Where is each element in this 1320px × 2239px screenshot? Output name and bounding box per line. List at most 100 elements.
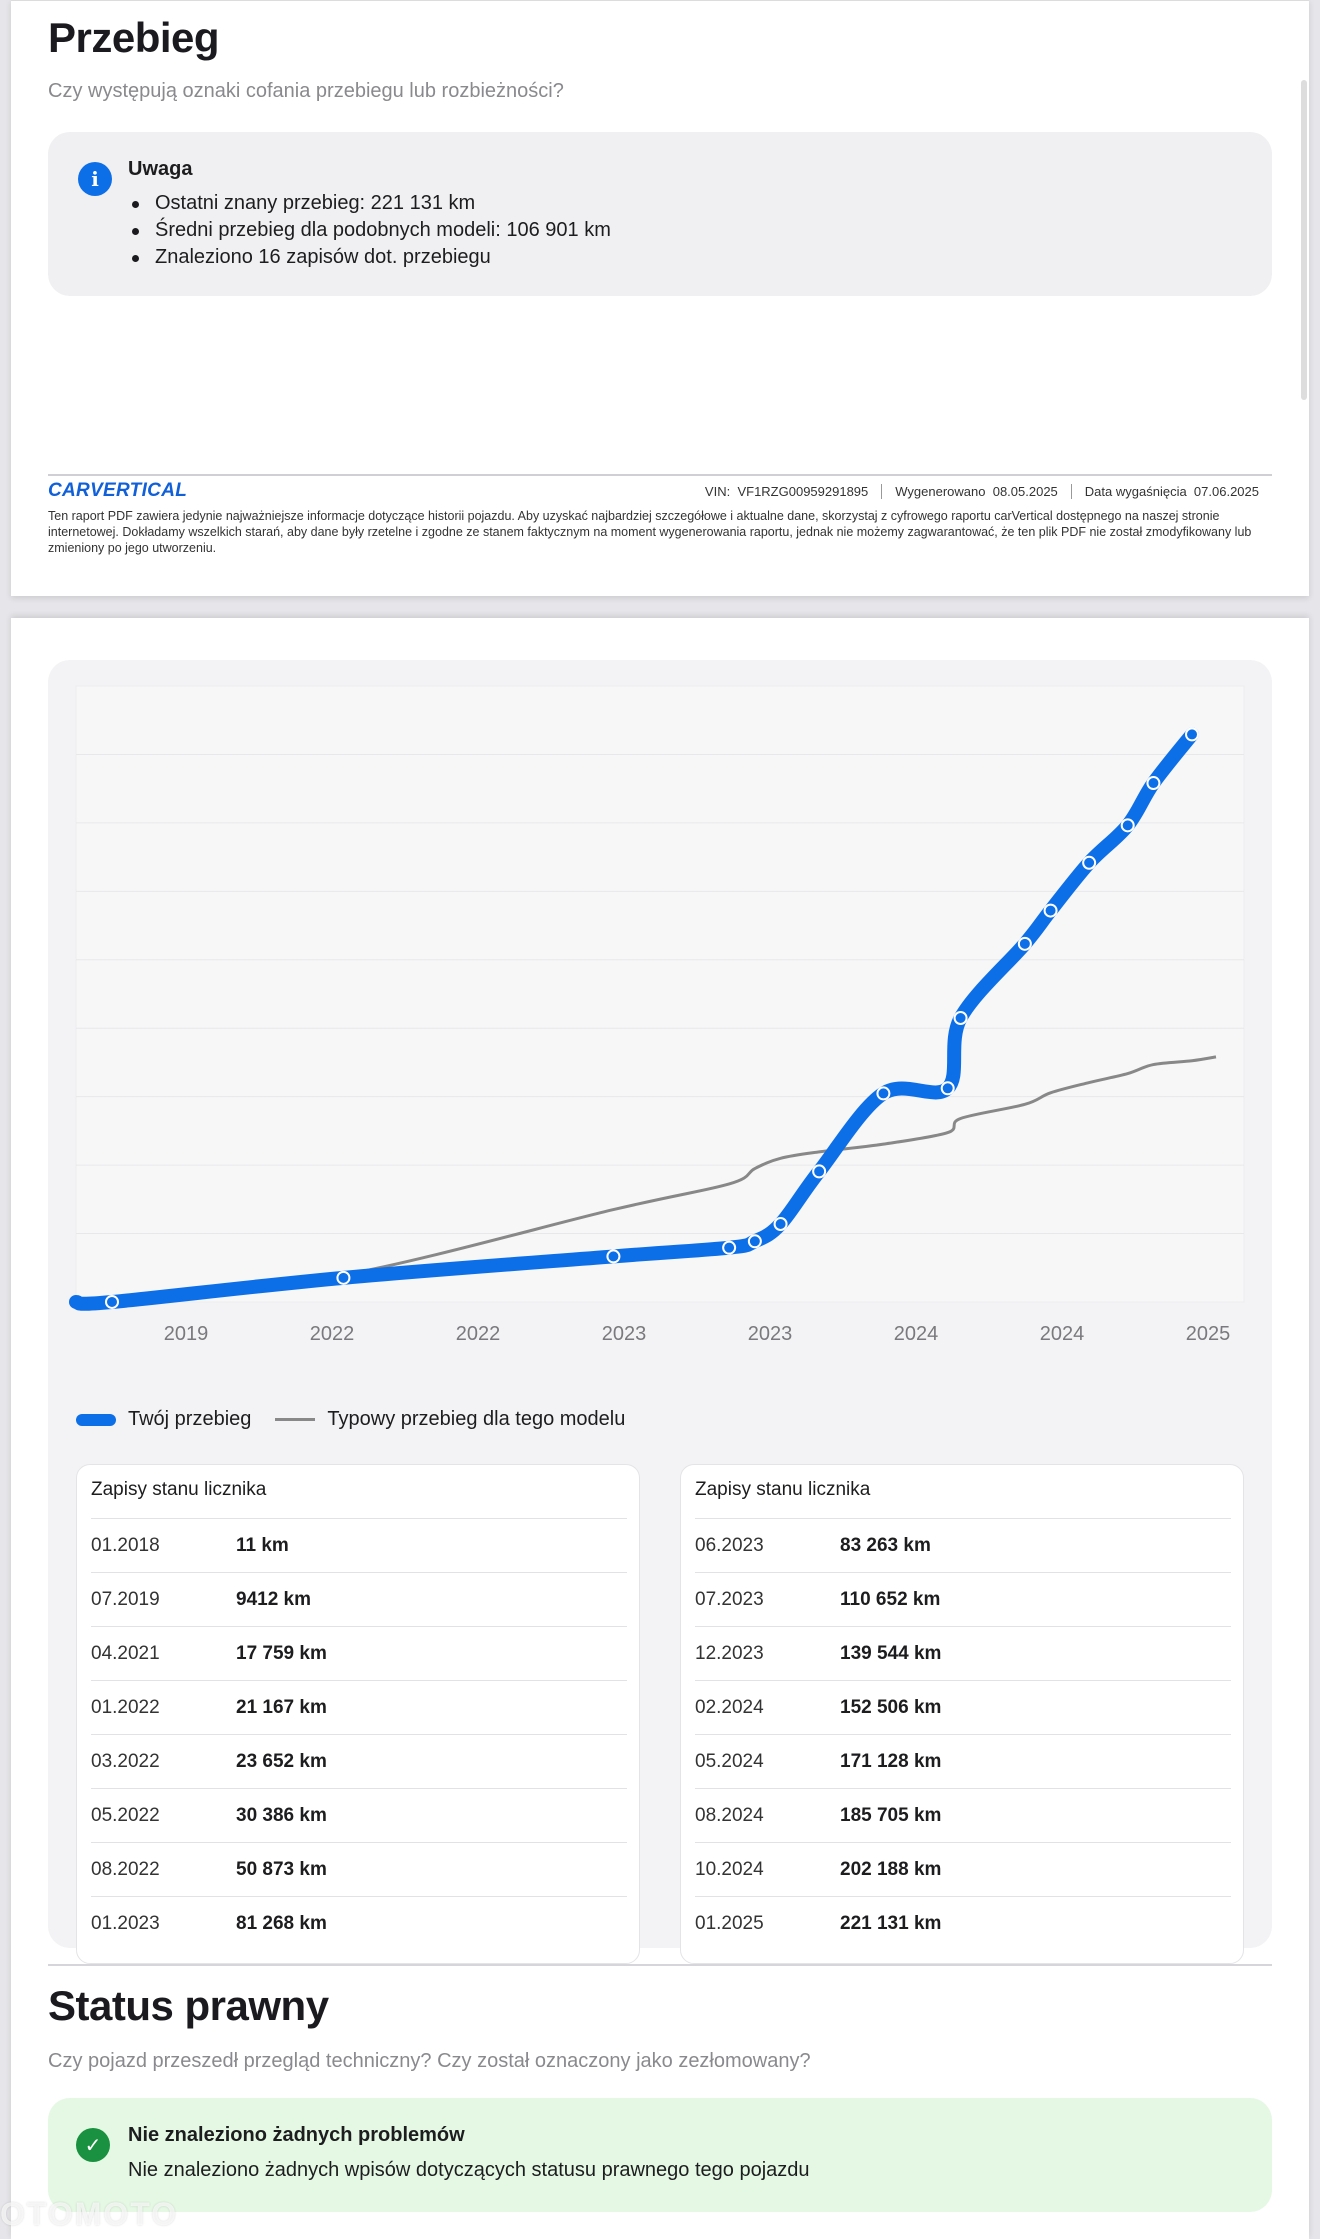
table-row: 07.2023 110 652 km [695, 1572, 1231, 1626]
record-date: 01.2022 [91, 1696, 160, 1718]
data-point [336, 1270, 351, 1285]
odometer-records-left: Zapisy stanu licznika 01.2018 11 km 07.201… [76, 1464, 640, 1964]
warning-item: Ostatni znany przebieg: 221 131 km [128, 190, 611, 217]
data-point [940, 1081, 955, 1096]
generated-date: 08.05.2025 [992, 484, 1058, 499]
x-tick-label: 2022 [456, 1323, 501, 1345]
legal-status-subtitle: Czy pojazd przeszedł przegląd techniczny… [48, 2050, 811, 2072]
series-line-typical [111, 1055, 1217, 1304]
report-meta: VIN: VF1RZG00959291895 Wygenerowano 08.0… [692, 484, 1272, 499]
plot-area [75, 685, 1245, 1303]
records-header: Zapisy stanu licznika [91, 1479, 267, 1500]
record-date: 08.2022 [91, 1858, 160, 1880]
data-point [722, 1240, 737, 1255]
ok-text: Nie znaleziono żadnych wpisów dotyczącyc… [128, 2159, 810, 2181]
record-date: 05.2024 [695, 1750, 764, 1772]
data-point [773, 1217, 788, 1232]
record-mileage: 9412 km [236, 1588, 312, 1610]
warning-item: Średni przebieg dla podobnych modeli: 10… [128, 217, 611, 244]
chart-legend: Twój przebieg Typowy przebieg dla tego m… [76, 1408, 625, 1431]
scrollbar[interactable] [1301, 80, 1307, 400]
table-row: 01.2018 11 km [91, 1518, 627, 1572]
table-row: 02.2024 152 506 km [695, 1680, 1231, 1734]
warning-title: Uwaga [128, 158, 193, 180]
table-row: 01.2023 81 268 km [91, 1896, 627, 1950]
data-point [876, 1086, 891, 1101]
odometer-records-right: Zapisy stanu licznika 06.2023 83 263 km 07… [680, 1464, 1244, 1964]
expiry-label: Data wygaśnięcia [1084, 484, 1187, 499]
data-point [1017, 936, 1032, 951]
record-mileage: 171 128 km [840, 1750, 942, 1772]
data-point [812, 1164, 827, 1179]
data-point [1146, 776, 1161, 791]
expiry-date: 07.06.2025 [1193, 484, 1259, 499]
legal-status-ok-box: ✓ Nie znaleziono żadnych problemów Nie z… [48, 2098, 1272, 2212]
record-mileage: 221 131 km [840, 1912, 942, 1934]
table-row: 08.2024 185 705 km [695, 1788, 1231, 1842]
data-point [105, 1294, 119, 1309]
warning-list: Ostatni znany przebieg: 221 131 km Średn… [128, 190, 611, 271]
mileage-subtitle: Czy występują oznaki cofania przebiegu l… [48, 80, 564, 102]
records-table: 01.2018 11 km 07.2019 9412 km 04.2021 17 759 … [91, 1518, 627, 1950]
record-mileage: 202 188 km [840, 1858, 942, 1880]
record-mileage: 17 759 km [236, 1642, 327, 1664]
mileage-chart: 2019 2022 2022 2023 2023 2024 2024 2025 [69, 685, 1245, 1345]
records-table: 06.2023 83 263 km 07.2023 110 652 km 12.2023… [695, 1518, 1231, 1950]
record-mileage: 185 705 km [840, 1804, 942, 1826]
warning-item: Znaleziono 16 zapisów dot. przebiegu [128, 244, 611, 271]
generated-label: Wygenerowano [895, 484, 986, 499]
check-circle-icon: ✓ [76, 2128, 110, 2162]
mileage-chart-card: 2019 2022 2022 2023 2023 2024 2024 2025 Twój pr… [48, 660, 1272, 1964]
page-top-divider [11, 0, 1309, 1]
record-date: 07.2019 [91, 1588, 160, 1610]
table-row: 05.2022 30 386 km [91, 1788, 627, 1842]
expiry-info: Data wygaśnięcia 07.06.2025 [1070, 484, 1272, 499]
record-date: 04.2021 [91, 1642, 160, 1664]
table-row: 01.2022 21 167 km [91, 1680, 627, 1734]
record-mileage: 11 km [236, 1534, 289, 1556]
report-page-2: 2019 2022 2022 2023 2023 2024 2024 2025 Twój pr… [11, 618, 1309, 2239]
record-mileage: 21 167 km [236, 1696, 327, 1718]
record-date: 12.2023 [695, 1642, 764, 1664]
x-tick-label: 2023 [748, 1323, 793, 1345]
record-mileage: 50 873 km [236, 1858, 327, 1880]
legend-label-typical: Typowy przebieg dla tego modelu [327, 1408, 626, 1430]
record-mileage: 30 386 km [236, 1804, 327, 1826]
x-tick-label: 2023 [602, 1323, 647, 1345]
record-mileage: 152 506 km [840, 1696, 942, 1718]
data-point [1120, 818, 1135, 833]
record-date: 01.2023 [91, 1912, 160, 1934]
disclaimer-text: Ten raport PDF zawiera jedynie najważnie… [48, 509, 1252, 555]
record-mileage: 110 652 km [840, 1588, 941, 1610]
table-row: 03.2022 23 652 km [91, 1734, 627, 1788]
section-divider [48, 1964, 1272, 1966]
table-row: 07.2019 9412 km [91, 1572, 627, 1626]
report-page-1: Przebieg Czy występują oznaki cofania pr… [11, 0, 1309, 596]
info-icon: i [78, 162, 112, 196]
record-date: 01.2018 [91, 1534, 160, 1556]
table-row: 08.2022 50 873 km [91, 1842, 627, 1896]
record-date: 02.2024 [695, 1696, 764, 1718]
record-mileage: 139 544 km [840, 1642, 942, 1664]
legend-swatch-typical [275, 1418, 316, 1421]
table-row: 05.2024 171 128 km [695, 1734, 1231, 1788]
vin-value: VF1RZG00959291895 [737, 484, 869, 499]
mileage-title: Przebieg [48, 14, 220, 61]
table-row: 10.2024 202 188 km [695, 1842, 1231, 1896]
data-point [1185, 727, 1199, 742]
table-row: 04.2021 17 759 km [91, 1626, 627, 1680]
record-date: 05.2022 [91, 1804, 160, 1826]
table-row: 12.2023 139 544 km [695, 1626, 1231, 1680]
generated-info: Wygenerowano 08.05.2025 [881, 484, 1071, 499]
record-mileage: 81 268 km [236, 1912, 327, 1934]
record-date: 10.2024 [695, 1858, 764, 1880]
legend-swatch-own [76, 1413, 116, 1426]
mileage-warning-box: i Uwaga Ostatni znany przebieg: 221 131 … [48, 132, 1272, 296]
legend-label-own: Twój przebieg [128, 1408, 252, 1430]
carvertical-logo: CARVERTICAL [48, 480, 188, 501]
record-date: 01.2025 [695, 1912, 764, 1934]
record-mileage: 83 263 km [840, 1534, 931, 1556]
x-tick-label: 2024 [1040, 1323, 1085, 1345]
data-point [953, 1010, 968, 1025]
data-point [1043, 903, 1058, 918]
